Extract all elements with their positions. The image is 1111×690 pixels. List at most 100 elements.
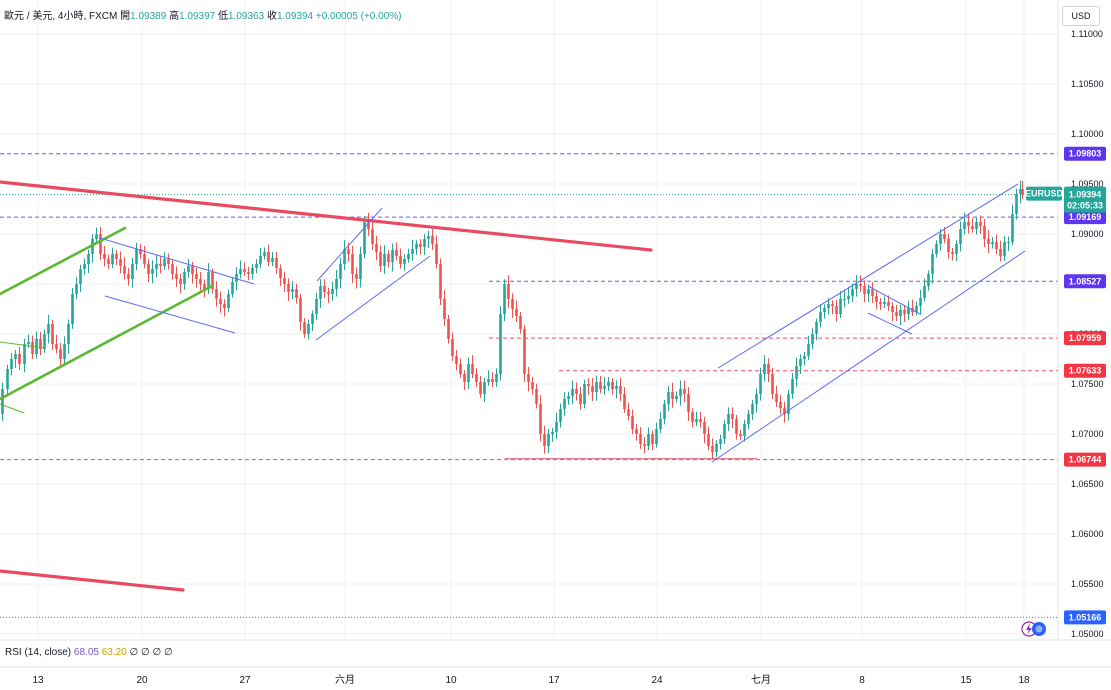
candle-body (867, 289, 870, 294)
candle-body (275, 258, 278, 268)
candle-body (639, 434, 642, 444)
candle-body (67, 324, 70, 344)
green-trendline (0, 403, 25, 414)
candle-body (531, 382, 534, 389)
candle-body (583, 384, 586, 404)
channel-line (104, 295, 236, 334)
candle-body (575, 389, 578, 394)
candle-body (479, 382, 482, 394)
candle-body (103, 254, 106, 259)
candle-body (927, 274, 930, 286)
candle-body (895, 312, 898, 316)
candle-body (751, 404, 754, 414)
candle-body (191, 266, 194, 274)
candle-body (147, 264, 150, 274)
channel-line (316, 207, 383, 282)
low-value: 1.09363 (228, 11, 265, 22)
candle-body (675, 396, 678, 399)
candle-body (775, 394, 778, 402)
candle-body (135, 249, 138, 264)
candle-body (883, 302, 886, 304)
candle-body (87, 254, 90, 264)
green-trendline (0, 284, 214, 401)
candle-body (767, 364, 770, 374)
x-tick-label: 10 (445, 675, 457, 686)
candle-body (319, 286, 322, 299)
candle-body (323, 286, 326, 292)
rsi-legend: RSI (14, close) 68.05 63.20 ∅ ∅ ∅ ∅ (5, 647, 173, 658)
candle-body (499, 314, 502, 374)
candle-body (715, 444, 718, 452)
candle-body (327, 292, 330, 294)
candle-body (27, 342, 30, 344)
price-axis: 1.11000 1.10500 1.10000 1.09500 1.09000 1.085… (0, 0, 1111, 668)
close-value: 1.09394 (276, 11, 314, 22)
candle-body (71, 294, 74, 324)
x-tick-label: 20 (136, 675, 148, 686)
replay-icon[interactable] (1032, 622, 1046, 636)
chart-legend: 歐元 / 美元, 4小時, FXCM 開1.09389 高1.09397 低1.… (4, 7, 402, 22)
x-tick-label: 24 (651, 675, 663, 686)
candle-body (703, 422, 706, 434)
candle-body (603, 386, 606, 389)
candle-body (227, 294, 230, 308)
candle-body (123, 266, 126, 274)
candle-body (151, 269, 154, 274)
candle-body (719, 439, 722, 444)
candle-body (283, 278, 286, 284)
price-level-tag (1064, 610, 1106, 625)
channel-line (99, 237, 255, 285)
candle-body (819, 312, 822, 322)
candle-body (611, 382, 614, 389)
candle-body (351, 254, 354, 274)
y-tick-label: 1.10000 (1071, 129, 1104, 139)
price-level-tag (1064, 452, 1106, 467)
candle-body (31, 342, 34, 354)
candle-body (271, 258, 274, 262)
candle-body (1003, 242, 1006, 256)
candle-body (571, 389, 574, 396)
candle-body (43, 334, 46, 349)
candle-body (983, 226, 986, 239)
rsi-ma-value: 63.20 (101, 647, 127, 658)
currency-button[interactable]: USD (1062, 6, 1100, 26)
candle-body (899, 310, 902, 316)
candle-body (315, 299, 318, 314)
candle-body (75, 284, 78, 294)
candle-body (155, 264, 158, 269)
candle-body (267, 252, 270, 262)
candle-body (179, 279, 182, 284)
candle-body (1007, 242, 1010, 243)
candle-body (887, 302, 890, 306)
candle-body (739, 434, 742, 436)
candle-body (699, 419, 702, 422)
candle-body (951, 252, 954, 254)
candle-body (759, 374, 762, 394)
candle-body (163, 259, 166, 266)
x-tick-label: 8 (859, 675, 865, 686)
candle-body (607, 382, 610, 386)
candle-body (475, 374, 478, 382)
channel-line (315, 255, 431, 341)
candle-body (891, 306, 894, 312)
candle-body (511, 299, 514, 309)
candle-body (999, 249, 1002, 256)
candle-body (595, 382, 598, 392)
candle-body (815, 322, 818, 334)
candle-body (535, 389, 538, 404)
candle-body (255, 264, 258, 268)
green-trendline (0, 341, 46, 349)
candle-body (1021, 189, 1024, 195)
channel-line (867, 285, 921, 315)
candle-body (695, 419, 698, 422)
candle-body (63, 344, 66, 359)
candle-body (367, 222, 370, 229)
price-level-tag (1064, 363, 1106, 378)
candle-body (627, 409, 630, 416)
candle-body (879, 302, 882, 304)
candle-body (18, 354, 21, 364)
candle-body (843, 299, 846, 300)
candle-body (903, 310, 906, 314)
candle-body (623, 394, 626, 409)
